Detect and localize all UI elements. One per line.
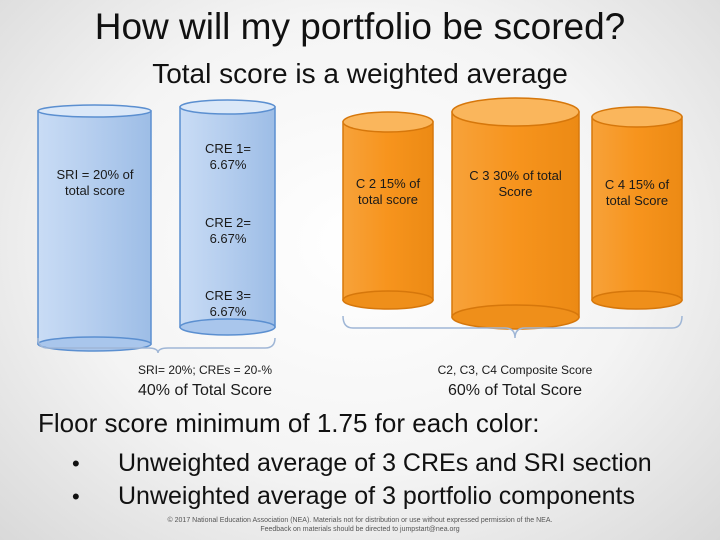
bullet-item: • Unweighted average of 3 portfolio comp… bbox=[72, 480, 652, 513]
sri-label: SRI = 20% of total score bbox=[56, 167, 134, 198]
footer: © 2017 National Education Association (N… bbox=[0, 516, 720, 534]
page-subtitle: Total score is a weighted average bbox=[152, 58, 568, 89]
blue-caption: SRI= 20%; CREs = 20-% bbox=[137, 363, 273, 377]
c4-label: C 4 15% of total Score bbox=[604, 177, 670, 208]
footer-feedback: Feedback on materials should be directed… bbox=[260, 526, 460, 533]
floor-bullet-list: • Unweighted average of 3 CREs and SRI s… bbox=[72, 447, 652, 513]
blue-total: 40% of Total Score bbox=[137, 382, 272, 399]
c2-cylinder bbox=[342, 111, 434, 310]
footer-copyright: © 2017 National Education Association (N… bbox=[167, 517, 553, 524]
floor-heading: Floor score minimum of 1.75 for each col… bbox=[38, 408, 540, 438]
sri-cylinder bbox=[37, 104, 152, 352]
orange-caption: C2, C3, C4 Composite Score bbox=[437, 363, 593, 377]
orange-total: 60% of Total Score bbox=[447, 382, 582, 399]
c2-label: C 2 15% of total score bbox=[355, 176, 421, 207]
blue-bracket bbox=[37, 337, 276, 354]
bullet-text: Unweighted average of 3 CREs and SRI sec… bbox=[118, 449, 652, 477]
c4-cylinder bbox=[591, 106, 683, 310]
c3-label: C 3 30% of total Score bbox=[469, 168, 562, 199]
c3-cylinder bbox=[451, 97, 580, 330]
cre3-label: CRE 3= 6.67% bbox=[205, 288, 251, 319]
cre1-label: CRE 1= 6.67% bbox=[205, 141, 251, 172]
bullet-icon: • bbox=[72, 451, 80, 476]
bullet-icon: • bbox=[72, 484, 80, 509]
bullet-text: Unweighted average of 3 portfolio compon… bbox=[118, 482, 635, 510]
cre-cylinder bbox=[179, 99, 276, 336]
orange-bracket bbox=[342, 315, 683, 339]
bullet-item: • Unweighted average of 3 CREs and SRI s… bbox=[72, 447, 652, 480]
page-title: How will my portfolio be scored? bbox=[94, 6, 626, 47]
cre2-label: CRE 2= 6.67% bbox=[205, 215, 251, 246]
